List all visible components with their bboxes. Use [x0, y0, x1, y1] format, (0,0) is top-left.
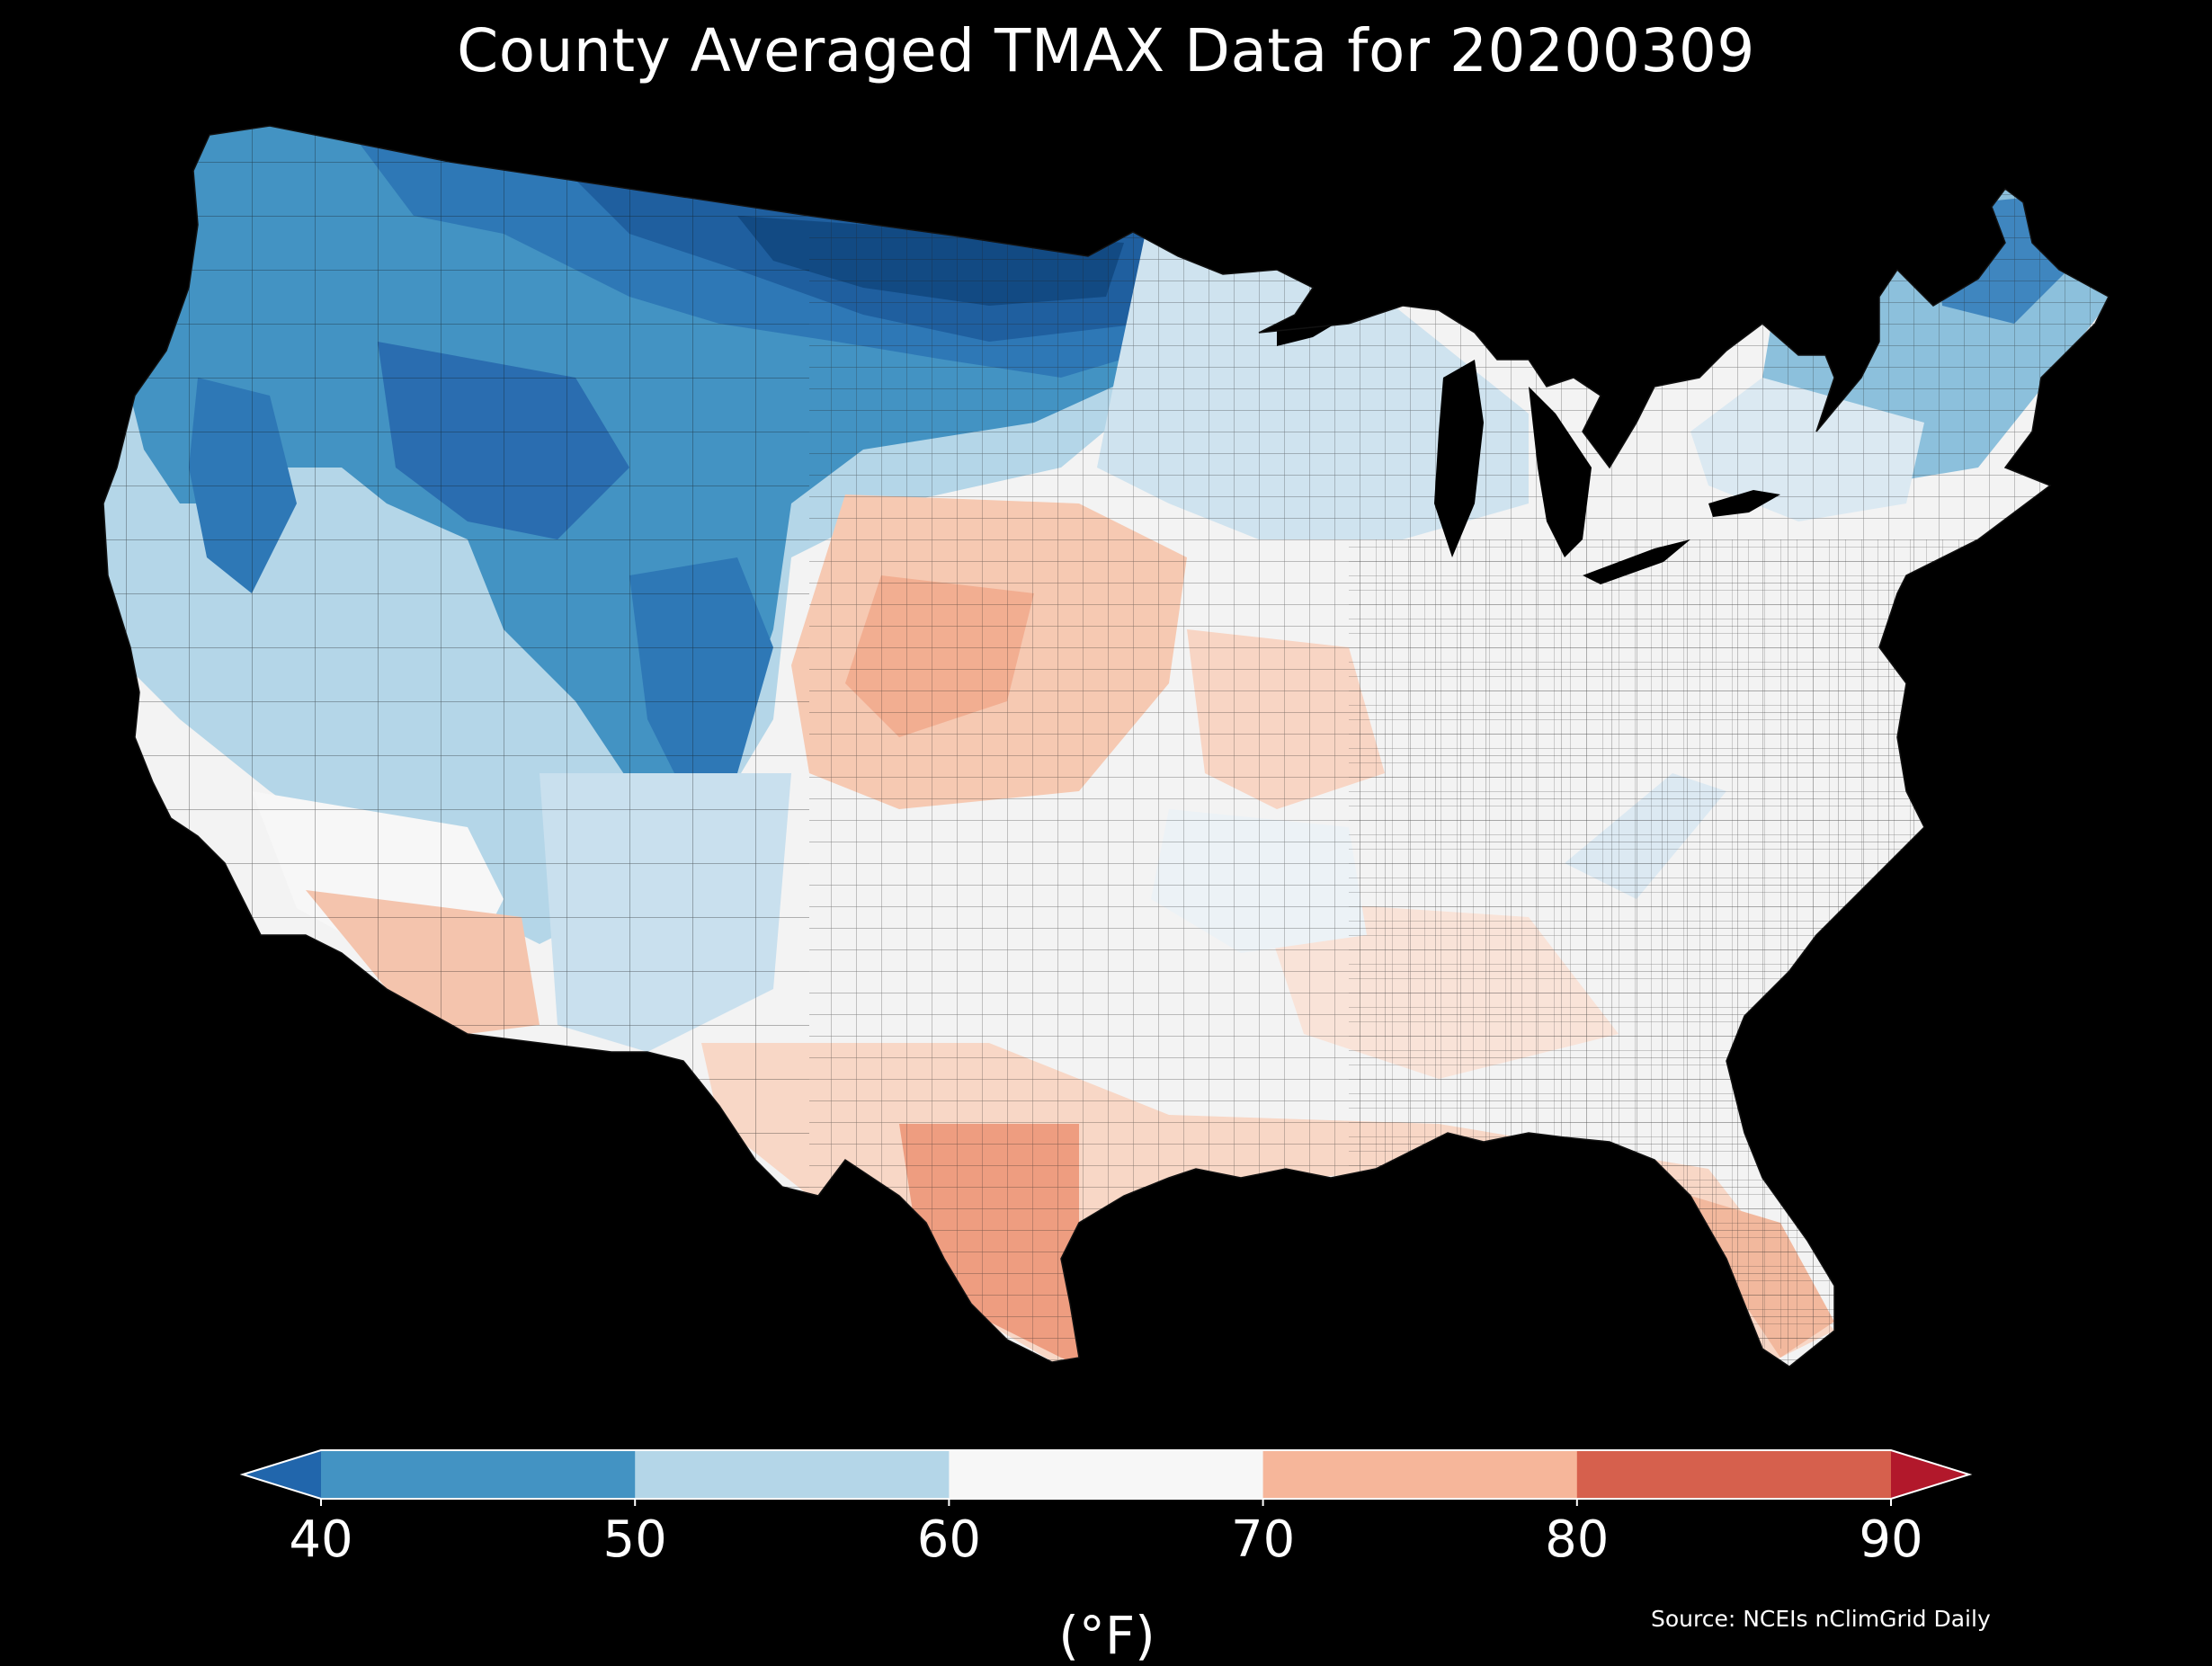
- county-lines-east: [1349, 539, 2109, 1349]
- colorbar-tick-label: 60: [916, 1510, 982, 1569]
- county-lines-west: [103, 126, 809, 1367]
- colorbar-extend-low: [243, 1450, 321, 1499]
- colorbar-bin: [949, 1450, 1264, 1499]
- colorbar-tick-label: 40: [289, 1510, 353, 1569]
- lake-erie: [1583, 539, 1690, 584]
- lake-michigan: [1434, 360, 1484, 557]
- colorbar-units-label: (°F): [1058, 1605, 1155, 1666]
- us-outline: [103, 125, 2109, 1368]
- colorbar-tick-label: 90: [1859, 1510, 1923, 1569]
- lake-huron: [1529, 387, 1592, 557]
- lake-ontario: [1708, 490, 1780, 517]
- colorbar-tick-label: 80: [1545, 1510, 1610, 1569]
- colorbar-tick-label: 70: [1230, 1510, 1296, 1569]
- map-title: County Averaged TMAX Data for 20200309: [457, 16, 1755, 85]
- colorbar-extend-high: [1891, 1450, 1969, 1499]
- colorbar-tick-label: 50: [602, 1510, 667, 1569]
- source-label: Source: NCEIs nClimGrid Daily: [1651, 1606, 1991, 1632]
- colorbar-bin: [1576, 1450, 1892, 1499]
- colorbar: [239, 1449, 1973, 1506]
- colorbar-bin: [321, 1450, 636, 1499]
- colorbar-bin: [635, 1450, 950, 1499]
- lake-superior: [1277, 279, 1376, 346]
- colorbar-bin: [1262, 1450, 1578, 1499]
